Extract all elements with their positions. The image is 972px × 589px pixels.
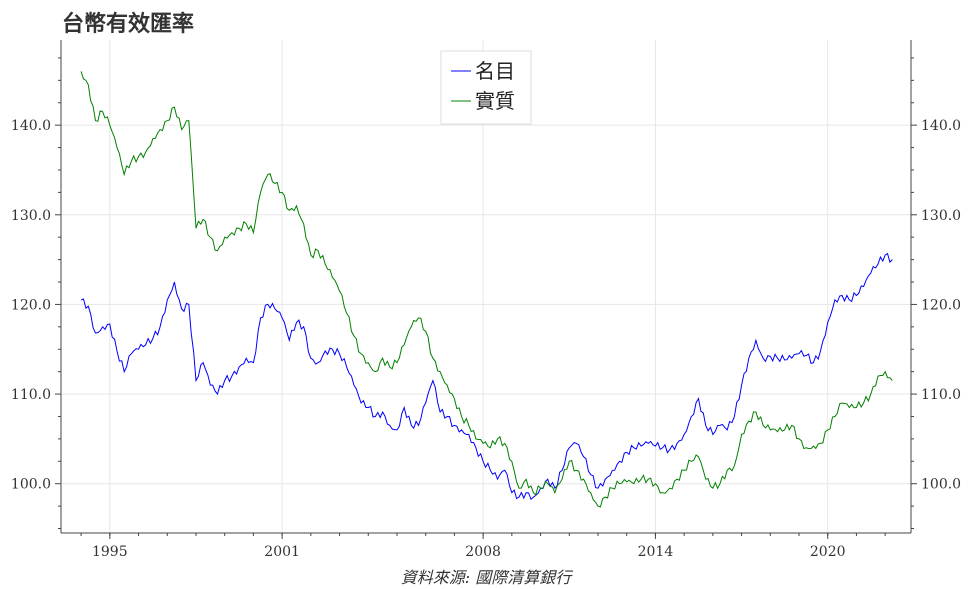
x-tick-label: 2001 bbox=[264, 544, 300, 560]
legend-box bbox=[440, 50, 532, 125]
y-tick-label-right: 130.0 bbox=[921, 208, 961, 224]
series-line-nominal bbox=[80, 252, 893, 501]
x-tick-label: 2008 bbox=[465, 544, 501, 560]
y-tick-label-left: 110.0 bbox=[11, 387, 51, 403]
x-tick-label: 1995 bbox=[92, 544, 128, 560]
y-tick-label-left: 100.0 bbox=[11, 477, 51, 493]
y-tick-label-right: 100.0 bbox=[921, 477, 961, 493]
series-line-real bbox=[80, 71, 893, 508]
x-tick-label: 2020 bbox=[810, 544, 846, 560]
x-tick-label: 2014 bbox=[638, 544, 674, 560]
y-tick-label-left: 130.0 bbox=[11, 208, 51, 224]
axes: 1995 2001 2008 2014 2020 100.0 100.0 110.0 110.0… bbox=[11, 40, 961, 560]
y-tick-label-left: 140.0 bbox=[11, 118, 51, 134]
series-lines bbox=[80, 71, 893, 508]
y-tick-label-left: 120.0 bbox=[11, 297, 51, 313]
legend-label[interactable]: 名目 bbox=[475, 59, 515, 83]
y-tick-label-right: 110.0 bbox=[921, 387, 961, 403]
legend-label[interactable]: 實質 bbox=[475, 89, 515, 113]
source-note: 資料來源: 國際清算銀行 bbox=[400, 568, 572, 587]
chart-title: 台幣有效匯率 bbox=[62, 12, 195, 37]
y-tick-label-right: 140.0 bbox=[921, 118, 961, 134]
y-tick-label-right: 120.0 bbox=[921, 297, 961, 313]
